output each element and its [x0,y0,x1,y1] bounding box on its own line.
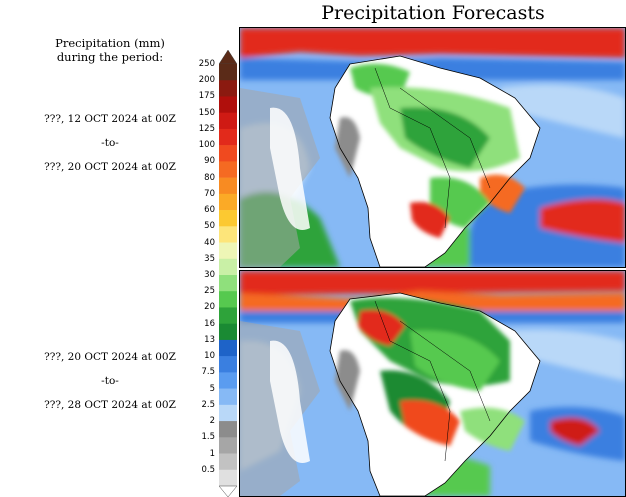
colorbar-swatch [219,339,237,357]
legend-heading-line2: during the period: [56,50,164,64]
period-2-separator: -to- [101,375,119,387]
map-panel-period-1 [239,27,626,268]
colorbar-label: 10 [204,351,215,362]
colorbar-swatch [219,145,237,162]
colorbar-swatch [219,453,237,471]
colorbar-swatch [219,275,237,292]
colorbar-label: 13 [204,334,215,345]
colorbar-swatch [219,258,237,276]
colorbar-swatch [219,226,237,243]
colorbar-swatch [219,469,237,487]
colorbar-label: 50 [204,221,215,232]
colorbar-label: 1 [209,448,215,459]
colorbar-top-arrow [219,50,237,65]
colorbar-label: 7.5 [201,367,215,378]
colorbar-label: 100 [198,140,215,151]
colorbar-label: 2 [209,416,215,427]
colorbar-swatch [219,80,237,97]
period-1-label: ???, 12 OCT 2024 at 00Z -to- ???, 20 OCT… [20,113,200,185]
south-america-outline [329,292,541,496]
period-2-label: ???, 20 OCT 2024 at 00Z -to- ???, 28 OCT… [20,351,200,423]
period-2-end: ???, 28 OCT 2024 at 00Z [44,399,176,411]
colorbar-swatch [219,307,237,324]
colorbar-label: 250 [198,59,215,69]
page-title: Precipitation Forecasts [321,2,545,24]
period-1-end: ???, 20 OCT 2024 at 00Z [44,161,176,173]
colorbar-swatch [219,64,237,81]
colorbar-label: 60 [204,205,215,216]
legend-heading-line1: Precipitation (mm) [55,36,165,50]
colorbar-swatch [219,161,237,178]
colorbar-label: 30 [204,270,215,280]
period-1-start: ???, 12 OCT 2024 at 00Z [44,113,176,125]
colorbar-swatch [219,177,237,195]
colorbar-label: 70 [204,188,215,199]
colorbar-label: 0.5 [201,464,215,475]
colorbar-swatch [219,210,237,227]
colorbar-swatch [219,128,237,146]
colorbar-label: 16 [204,318,215,329]
colorbar-label: 200 [198,75,215,86]
colorbar-swatch [219,193,237,211]
colorbar [219,50,237,497]
map-panel-period-2 [239,270,626,497]
colorbar-swatch [219,437,237,454]
colorbar-label: 5 [209,383,215,394]
colorbar-bottom-arrow [219,485,237,497]
colorbar-label: 80 [204,172,215,183]
colorbar-swatch [219,242,237,260]
precipitation-map-1 [240,28,625,267]
colorbar-swatch [219,323,237,341]
period-2-start: ???, 20 OCT 2024 at 00Z [44,351,176,363]
colorbar-swatch [219,96,237,113]
colorbar-swatch [219,421,237,438]
colorbar-label: 25 [204,286,215,297]
colorbar-label: 2.5 [201,399,215,410]
colorbar-label: 150 [198,107,215,118]
colorbar-label: 20 [204,302,215,313]
colorbar-swatch [219,291,237,308]
colorbar-swatch [219,356,237,373]
legend-heading: Precipitation (mm) during the period: [40,36,180,64]
colorbar-label: 175 [198,91,215,102]
precipitation-map-2 [240,271,625,496]
colorbar-label: 125 [198,123,215,134]
colorbar-label: 90 [204,156,215,167]
colorbar-swatch [219,388,237,406]
colorbar-label: 40 [204,237,215,248]
colorbar-label: 35 [204,253,215,264]
colorbar-swatch [219,112,237,130]
south-america-outline [329,55,541,267]
period-1-separator: -to- [101,137,119,149]
colorbar-swatch [219,372,237,389]
colorbar-swatch [219,404,237,422]
colorbar-label: 1.5 [201,432,215,443]
